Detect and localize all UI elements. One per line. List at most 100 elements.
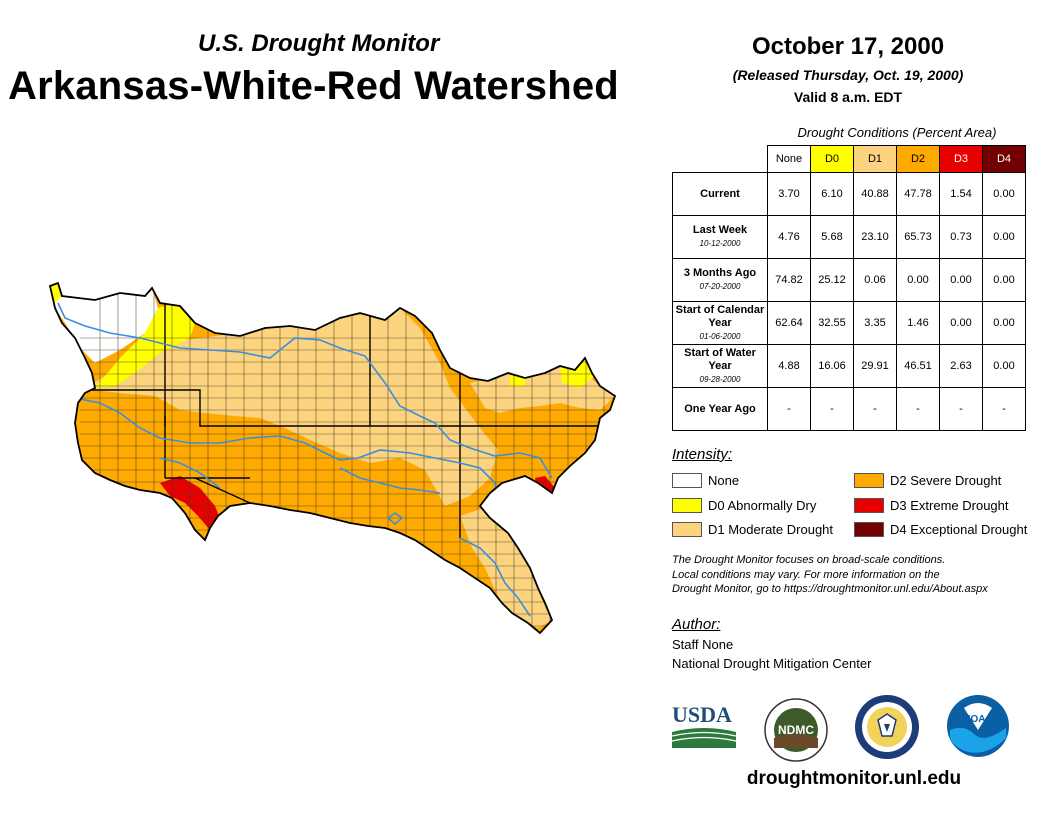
- table-cell: 3.70: [767, 172, 811, 216]
- watershed-map: [48, 281, 617, 635]
- valid-time: Valid 8 a.m. EDT: [793, 89, 903, 105]
- table-cell: 32.55: [810, 301, 854, 345]
- legend-swatch: [672, 522, 702, 538]
- table-cell: 16.06: [810, 344, 854, 388]
- table-row: Last Week 10-12-2000 4.76 5.68 23.10 65.7…: [672, 215, 1026, 259]
- table-cell: -: [896, 387, 940, 431]
- map-title: Arkansas-White-Red Watershed: [8, 64, 619, 108]
- table-cell: 46.51: [896, 344, 940, 388]
- table-cell: 0.00: [896, 258, 940, 302]
- watershed-outline: [48, 281, 617, 635]
- legend-label: None: [708, 473, 740, 489]
- table-header-row: None D0 D1 D2 D3 D4: [672, 145, 1026, 173]
- col-header-d1: D1: [853, 145, 897, 173]
- usda-logo-text: USDA: [672, 702, 732, 727]
- table-cell: 0.00: [939, 301, 983, 345]
- table-cell: 29.91: [853, 344, 897, 388]
- row-label-3-months-ago: 3 Months Ago 07-20-2000: [672, 258, 768, 302]
- author-org: National Drought Mitigation Center: [672, 656, 872, 671]
- table-cell: 0.00: [982, 215, 1026, 259]
- legend-label: D1 Moderate Drought: [708, 522, 834, 538]
- table-row: 3 Months Ago 07-20-2000 74.82 25.12 0.06 …: [672, 258, 1026, 302]
- table-cell: 3.35: [853, 301, 897, 345]
- table-cell: -: [853, 387, 897, 431]
- d3-extreme-southwest: [160, 476, 222, 530]
- col-header-d0: D0: [810, 145, 854, 173]
- table-cell: 0.00: [982, 172, 1026, 216]
- author-title: Author:: [672, 616, 721, 633]
- table-cell: 0.00: [982, 344, 1026, 388]
- table-cell: -: [810, 387, 854, 431]
- table-cell: 65.73: [896, 215, 940, 259]
- table-cell: 2.63: [939, 344, 983, 388]
- table-cell: 4.88: [767, 344, 811, 388]
- legend-title: Intensity:: [672, 446, 733, 463]
- col-header-d3: D3: [939, 145, 983, 173]
- table-cell: -: [767, 387, 811, 431]
- legend-label: D4 Exceptional Drought: [890, 522, 1028, 538]
- row-label-start-of-water-year: Start of Water Year 09-28-2000: [672, 344, 768, 388]
- table-cell: 0.06: [853, 258, 897, 302]
- table-cell: 0.00: [939, 258, 983, 302]
- table-cell: 62.64: [767, 301, 811, 345]
- legend-item-d2: D2 Severe Drought: [854, 471, 1001, 489]
- ndmc-logo: NDMC: [764, 698, 828, 762]
- legend-swatch: [854, 498, 884, 514]
- legend-item-d0: D0 Abnormally Dry: [672, 496, 816, 514]
- table-row: Current 3.70 6.10 40.88 47.78 1.54 0.00: [672, 172, 1026, 216]
- row-label-start-of-calendar-year: Start of Calendar Year 01-06-2000: [672, 301, 768, 345]
- ndmc-logo-text: NDMC: [778, 723, 814, 737]
- d0-dry-northwest: [95, 303, 195, 388]
- map-date: October 17, 2000: [751, 33, 945, 60]
- usda-logo: USDA: [672, 702, 736, 748]
- table-cell: 23.10: [853, 215, 897, 259]
- table-cell: 40.88: [853, 172, 897, 216]
- legend-item-d3: D3 Extreme Drought: [854, 496, 1009, 514]
- table-cell: 25.12: [810, 258, 854, 302]
- legend-swatch: [854, 473, 884, 489]
- table-cell: 1.46: [896, 301, 940, 345]
- table-cell: -: [939, 387, 983, 431]
- website-link[interactable]: droughtmonitor.unl.edu: [746, 768, 962, 789]
- disclaimer-line: Local conditions may vary. For more info…: [672, 568, 940, 581]
- legend-label: D0 Abnormally Dry: [708, 498, 817, 514]
- row-label-current: Current: [672, 172, 768, 216]
- d1-moderate-southeast: [460, 503, 552, 628]
- table-cell: 5.68: [810, 215, 854, 259]
- table-cell: 0.00: [982, 258, 1026, 302]
- row-label-last-week: Last Week 10-12-2000: [672, 215, 768, 259]
- table-cell: -: [982, 387, 1026, 431]
- col-header-d4: D4: [982, 145, 1026, 173]
- table-corner: [672, 145, 768, 173]
- release-date: (Released Thursday, Oct. 19, 2000): [732, 67, 964, 83]
- col-header-none: None: [767, 145, 811, 173]
- row-label-one-year-ago: One Year Ago: [672, 387, 768, 431]
- author-name: Staff None: [672, 637, 734, 652]
- col-header-d2: D2: [896, 145, 940, 173]
- noaa-logo: NOAA: [947, 695, 1009, 757]
- drought-conditions-table: None D0 D1 D2 D3 D4 Current 3.70 6.10 40…: [672, 145, 1026, 431]
- table-cell: 74.82: [767, 258, 811, 302]
- legend-swatch: [672, 473, 702, 489]
- map-subtitle: U.S. Drought Monitor: [198, 30, 440, 57]
- table-row: One Year Ago - - - - - -: [672, 387, 1026, 431]
- table-row: Start of Calendar Year 01-06-2000 62.64 3…: [672, 301, 1026, 345]
- legend-label: D2 Severe Drought: [890, 473, 1002, 489]
- legend-swatch: [672, 498, 702, 514]
- d1-moderate-central: [85, 308, 498, 506]
- commerce-seal-logo: [855, 695, 919, 759]
- table-row: Start of Water Year 09-28-2000 4.88 16.06…: [672, 344, 1026, 388]
- legend-label: D3 Extreme Drought: [890, 498, 1009, 514]
- table-cell: 6.10: [810, 172, 854, 216]
- table-cell: 4.76: [767, 215, 811, 259]
- rivers: [57, 302, 553, 617]
- disclaimer-line: The Drought Monitor focuses on broad-sca…: [672, 554, 946, 566]
- table-cell: 0.00: [982, 301, 1026, 345]
- legend-item-none: None: [672, 471, 739, 489]
- table-cell: 47.78: [896, 172, 940, 216]
- legend-swatch: [854, 522, 884, 538]
- legend-item-d4: D4 Exceptional Drought: [854, 520, 1027, 538]
- noaa-logo-text: NOAA: [963, 714, 992, 725]
- table-caption: Drought Conditions (Percent Area): [797, 125, 997, 140]
- table-cell: 0.73: [939, 215, 983, 259]
